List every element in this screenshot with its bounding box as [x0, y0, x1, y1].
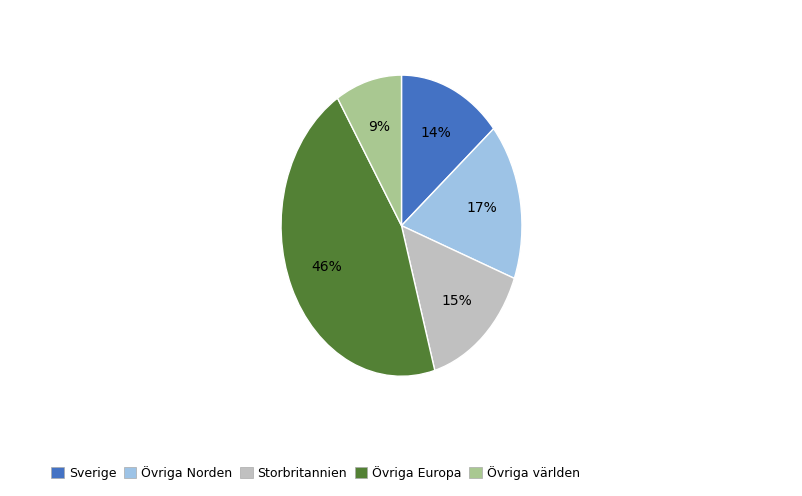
Wedge shape [401, 226, 514, 371]
Text: 9%: 9% [367, 120, 390, 134]
Text: 46%: 46% [311, 260, 342, 274]
Text: 15%: 15% [441, 294, 472, 308]
Text: 14%: 14% [420, 126, 451, 140]
Wedge shape [401, 75, 493, 226]
Wedge shape [401, 128, 521, 278]
Wedge shape [337, 75, 401, 226]
Text: 17%: 17% [466, 201, 497, 215]
Wedge shape [281, 98, 434, 376]
Legend: Sverige, Övriga Norden, Storbritannien, Övriga Europa, Övriga världen: Sverige, Övriga Norden, Storbritannien, … [47, 461, 584, 485]
